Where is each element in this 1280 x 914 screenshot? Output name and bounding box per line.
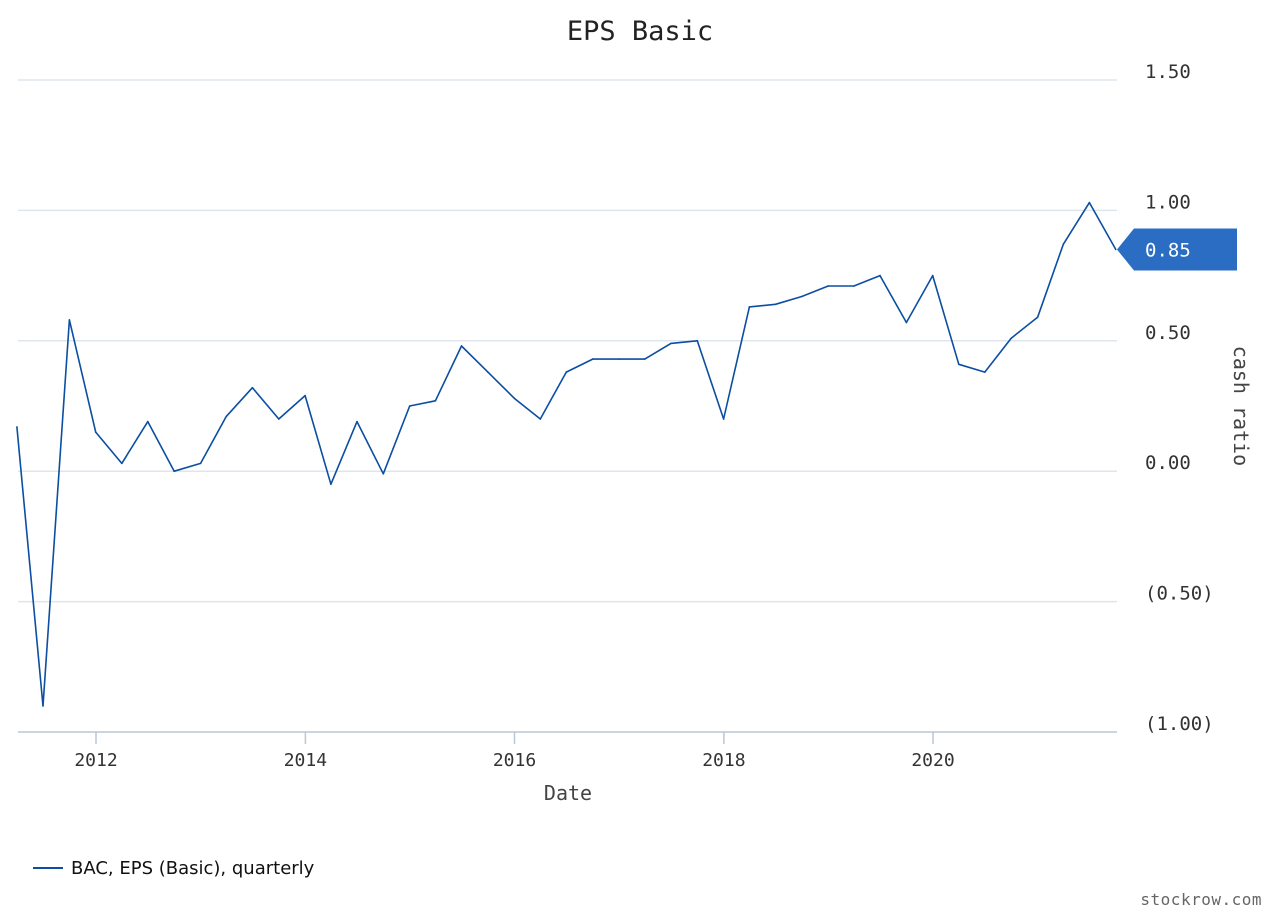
data-point <box>42 705 44 707</box>
series-line <box>16 201 1117 707</box>
data-point <box>565 371 568 373</box>
data-point <box>330 483 332 486</box>
data-point <box>68 319 71 321</box>
x-tick-label: 2014 <box>284 750 327 771</box>
x-axis-label: Date <box>544 781 592 805</box>
data-point <box>199 462 202 465</box>
data-point <box>120 462 123 465</box>
chart-title: EPS Basic <box>567 16 713 47</box>
data-point <box>539 418 542 420</box>
data-point <box>460 345 463 347</box>
data-point <box>513 397 516 399</box>
data-point <box>434 399 437 402</box>
y-axis-label: cash ratio <box>1229 346 1253 466</box>
y-tick-label: (0.50) <box>1145 583 1214 605</box>
data-point <box>147 420 149 423</box>
y-tick-label: (1.00) <box>1145 713 1214 735</box>
legend[interactable]: BAC, EPS (Basic), quarterly <box>33 858 315 879</box>
data-point <box>748 306 751 308</box>
data-point <box>696 340 699 342</box>
data-point <box>356 420 358 423</box>
data-point <box>879 274 881 277</box>
data-point <box>487 371 489 373</box>
data-point <box>1036 316 1039 319</box>
data-point <box>853 285 855 287</box>
last-value-badge: 0.85 <box>1117 228 1237 271</box>
data-point <box>931 274 934 277</box>
data-point <box>1114 248 1117 251</box>
y-axis-ticks: 1.50 1.00 0.50 0.00 (0.50) (1.00) <box>1145 61 1214 735</box>
last-value-label: 0.85 <box>1145 240 1191 262</box>
gridlines <box>18 79 1117 603</box>
data-point <box>16 426 18 428</box>
x-tick-label: 2018 <box>702 750 745 771</box>
data-point <box>670 342 672 345</box>
credit-text: stockrow.com <box>1140 890 1262 909</box>
data-point <box>94 431 97 433</box>
data-point <box>801 295 803 298</box>
series-group <box>16 201 1117 707</box>
data-point <box>618 358 620 360</box>
data-point <box>251 386 254 389</box>
data-point <box>957 363 960 366</box>
data-point <box>644 358 646 360</box>
legend-item-label: BAC, EPS (Basic), quarterly <box>71 858 315 879</box>
data-point <box>722 418 725 420</box>
x-axis-ticks: 2012 2014 2016 2018 2020 <box>74 732 955 771</box>
y-tick-label: 1.50 <box>1145 61 1191 83</box>
x-tick-label: 2020 <box>911 750 954 771</box>
data-point <box>1010 337 1013 339</box>
x-tick-label: 2016 <box>493 750 536 771</box>
data-point <box>1088 201 1091 204</box>
data-point <box>277 418 280 420</box>
data-point <box>173 470 176 473</box>
data-point <box>304 394 306 397</box>
data-point <box>382 473 385 475</box>
y-tick-label: 0.50 <box>1145 322 1191 344</box>
last-value-badge-shape <box>1117 228 1237 271</box>
y-tick-label: 1.00 <box>1145 191 1191 213</box>
y-tick-label: 0.00 <box>1145 452 1191 474</box>
x-tick-label: 2012 <box>74 750 117 771</box>
data-point <box>1062 243 1065 246</box>
data-point <box>905 321 908 324</box>
data-point <box>408 405 411 407</box>
data-point <box>591 358 594 360</box>
data-point <box>984 371 986 373</box>
data-point <box>827 285 829 287</box>
data-point <box>225 415 228 418</box>
data-point <box>774 303 777 306</box>
